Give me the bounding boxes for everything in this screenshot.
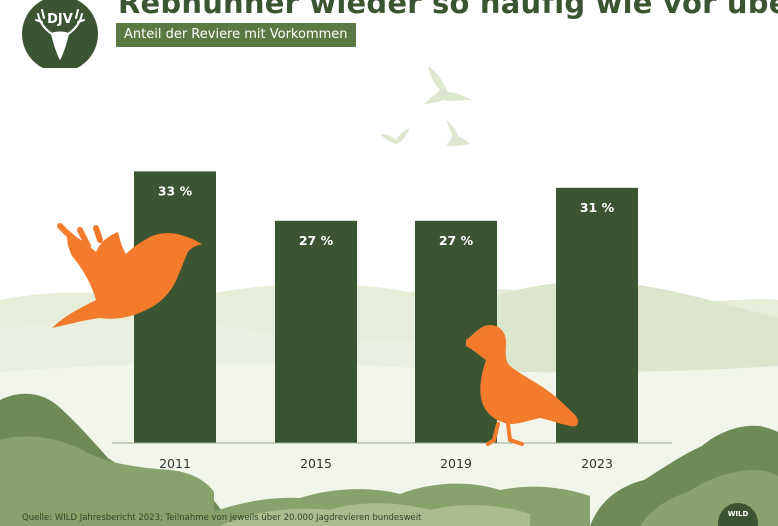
data-label-2019: 27 % xyxy=(439,233,474,248)
bird-silhouette-icon-medium xyxy=(446,120,470,146)
x-tick-label-2019: 2019 xyxy=(440,456,472,471)
page-title: Rebhühner wieder so häufig wie vor über … xyxy=(118,0,778,20)
x-tick-label-2023: 2023 xyxy=(581,456,613,471)
x-tick-label-2015: 2015 xyxy=(300,456,332,471)
x-tick-label-2011: 2011 xyxy=(159,456,191,471)
wild-badge: WILD xyxy=(718,503,758,526)
bush-left-back xyxy=(0,436,214,526)
data-label-2023: 31 % xyxy=(580,200,615,215)
djv-logo: DJV xyxy=(22,0,98,72)
bush-bottom-center-front xyxy=(220,503,530,526)
logo-text: DJV xyxy=(47,12,73,27)
data-label-2015: 27 % xyxy=(299,233,334,248)
logo-circle xyxy=(22,0,98,72)
bird-silhouette-icon-large xyxy=(424,66,472,104)
bar-2015 xyxy=(275,220,357,443)
deer-antlers-icon xyxy=(35,9,85,61)
standing-partridge-icon xyxy=(466,324,578,446)
bar-2023 xyxy=(556,187,638,443)
source-note: Quelle: WILD Jahresbericht 2023; Teilnah… xyxy=(22,513,422,523)
bird-silhouette-icon-small xyxy=(380,128,410,144)
subtitle-badge: Anteil der Reviere mit Vorkommen xyxy=(116,23,356,47)
data-label-2011: 33 % xyxy=(158,183,193,198)
flying-partridge-icon xyxy=(52,223,202,328)
